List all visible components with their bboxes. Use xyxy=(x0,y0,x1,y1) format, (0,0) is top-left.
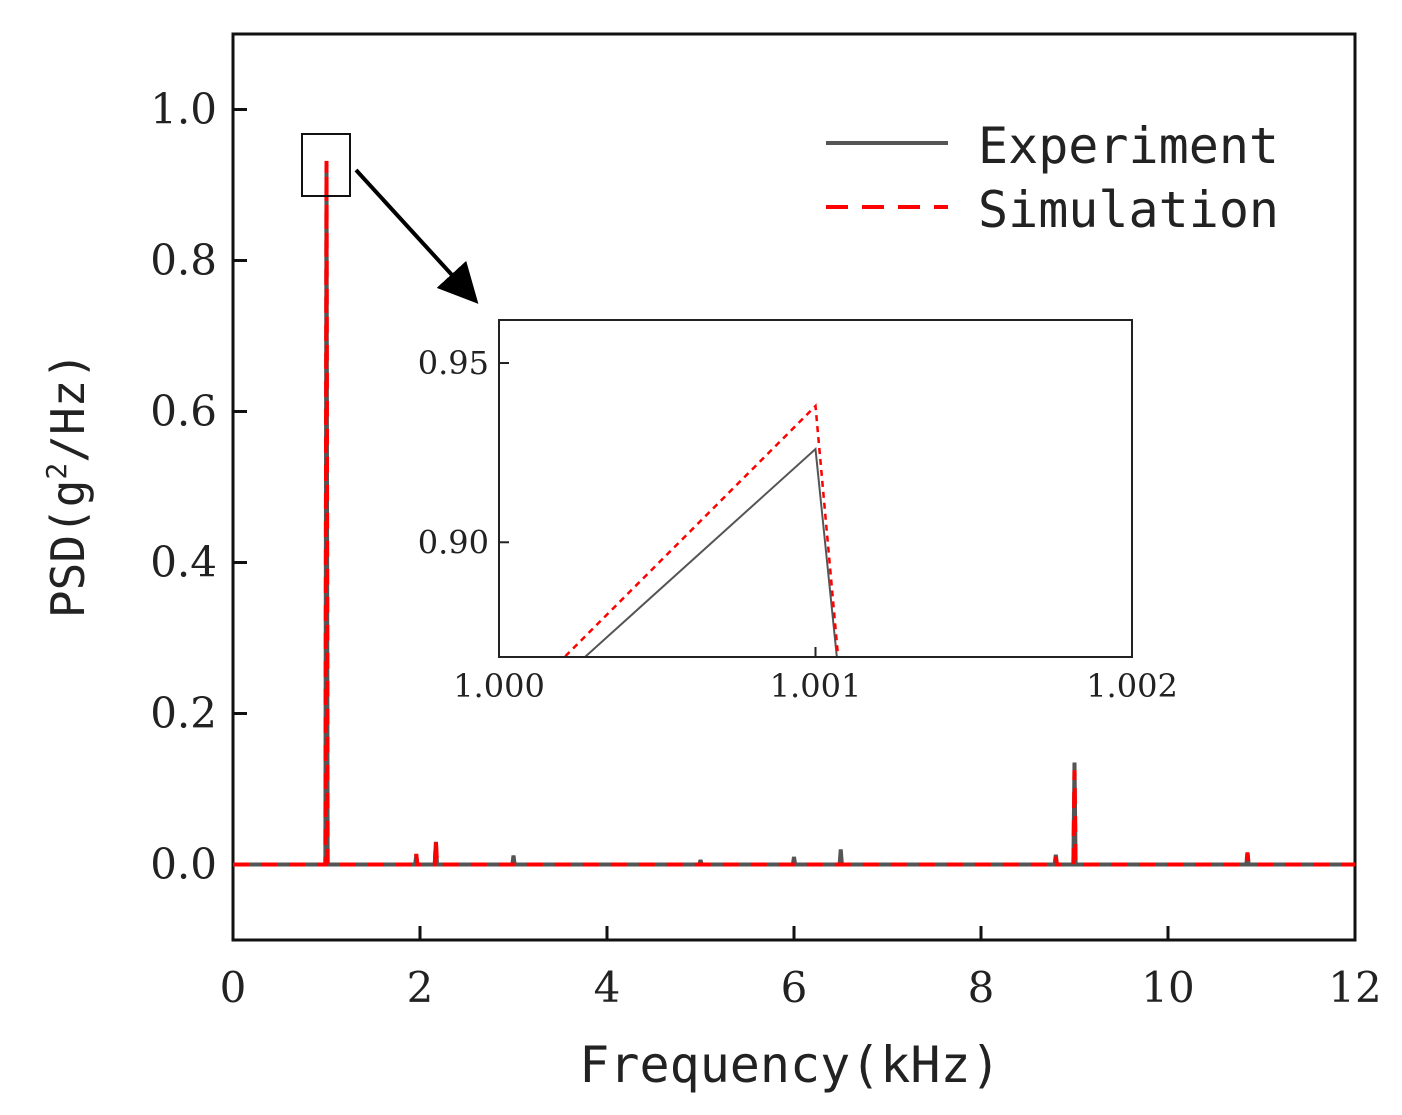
y-tick-label: 0.6 xyxy=(150,387,217,436)
legend-label-experiment: Experiment xyxy=(978,117,1279,175)
legend: Experiment Simulation xyxy=(826,117,1279,239)
y-tick-label: 0.8 xyxy=(150,236,217,285)
x-tick-label: 12 xyxy=(1328,963,1381,1012)
inset-y-tick-label: 0.95 xyxy=(418,344,489,382)
x-tick-label: 8 xyxy=(968,963,995,1012)
zoom-box xyxy=(301,133,351,197)
x-tick-label: 10 xyxy=(1141,963,1194,1012)
y-axis-title-superscript: 2 xyxy=(40,463,73,480)
inset-y-tick-label: 0.90 xyxy=(418,523,489,561)
inset-x-tick-label: 1.001 xyxy=(770,667,862,705)
y-tick-label: 1.0 xyxy=(150,85,217,134)
x-axis-title: Frequency(kHz) xyxy=(579,1036,1000,1094)
inset-series-simulation xyxy=(562,403,840,657)
y-axis-title-tail: /Hz) xyxy=(41,352,95,463)
y-tick-label: 0.2 xyxy=(150,689,217,738)
x-tick-label: 2 xyxy=(407,963,434,1012)
zoom-arrow xyxy=(354,168,479,304)
y-axis-title-main: PSD(g xyxy=(41,480,95,618)
series-line-simulation xyxy=(233,160,1355,867)
legend-label-simulation: Simulation xyxy=(978,181,1279,239)
x-tick-label: 4 xyxy=(594,963,621,1012)
inset-series-experiment xyxy=(583,446,838,657)
inset-y-axis-ticks: 0.90 0.95 xyxy=(418,344,509,561)
y-axis-ticks: 0.0 0.2 0.4 0.6 0.8 1.0 xyxy=(150,85,247,889)
y-axis-title: PSD(g2/Hz) xyxy=(40,352,95,618)
y-tick-label: 0.4 xyxy=(150,538,217,587)
x-tick-label: 0 xyxy=(220,963,247,1012)
y-tick-label: 0.0 xyxy=(150,840,217,889)
inset-x-axis-ticks: 1.000 1.001 1.002 xyxy=(453,647,1178,705)
inset-x-tick-label: 1.002 xyxy=(1086,667,1178,705)
x-tick-label: 6 xyxy=(781,963,808,1012)
inset-x-tick-label: 1.000 xyxy=(453,667,545,705)
x-axis-ticks: 0 2 4 6 8 10 12 xyxy=(220,926,1382,1012)
inset-background xyxy=(499,320,1132,657)
